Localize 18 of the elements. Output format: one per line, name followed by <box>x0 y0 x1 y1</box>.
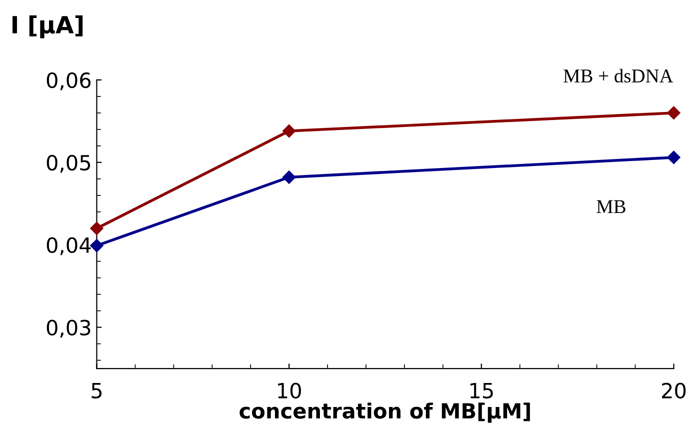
y-tick-label: 0,03 <box>46 320 90 338</box>
point <box>282 124 296 138</box>
x-tick-label: 5 <box>92 383 102 399</box>
x-tick-label: 20 <box>662 382 686 399</box>
y-tick-label: 0,04 <box>46 237 91 256</box>
y-axis-title: I [μA] <box>12 15 83 38</box>
point <box>282 170 296 184</box>
point <box>667 106 680 120</box>
y-tick-label: 0,06 <box>46 72 91 90</box>
point <box>667 150 680 164</box>
series-label: MB + dsDNA <box>564 68 674 83</box>
point <box>90 222 104 235</box>
x-tick-label: 10 <box>278 382 301 399</box>
x-tick-label: 15 <box>470 383 493 399</box>
point <box>90 239 104 252</box>
series-label: MB <box>596 200 626 214</box>
y-tick-label: 0,05 <box>46 154 90 173</box>
x-axis-title: concentration of MB[μM] <box>240 402 530 423</box>
